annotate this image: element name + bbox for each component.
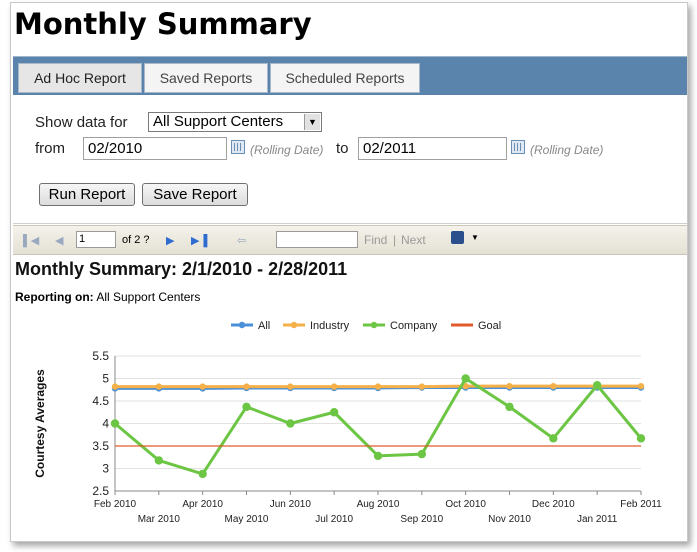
x-tick-label: Sep 2010: [400, 514, 443, 525]
chevron-down-icon[interactable]: ▼: [304, 114, 320, 130]
data-point-industry: [418, 383, 426, 390]
export-save-icon[interactable]: [451, 231, 464, 244]
data-point-industry: [506, 382, 513, 390]
x-tick-label: Nov 2010: [488, 514, 531, 525]
data-point-company: [154, 456, 164, 465]
x-tick-label: Jul 2010: [315, 514, 353, 525]
dropdown-arrow-icon[interactable]: ▼: [471, 233, 479, 242]
y-axis-label: Courtesy Averages: [33, 369, 47, 478]
legend-label: All: [258, 320, 270, 332]
calendar-icon[interactable]: [231, 140, 245, 154]
legend-marker: [238, 321, 246, 329]
find-link[interactable]: Find: [364, 233, 388, 247]
tab-scheduled-reports[interactable]: Scheduled Reports: [270, 63, 420, 93]
report-parameters: Show data for All Support Centers ▼ from…: [13, 95, 687, 224]
data-point-industry: [287, 383, 294, 390]
page-title: Monthly Summary: [14, 7, 312, 41]
x-tick-label: Feb 2011: [620, 499, 662, 510]
x-tick-label: Feb 2010: [94, 499, 137, 510]
x-tick-label: Jan 2011: [577, 514, 618, 525]
data-point-company: [198, 469, 207, 479]
data-point-industry: [637, 382, 645, 390]
data-point-company: [549, 434, 558, 443]
report-window: Monthly Summary Ad Hoc Report Saved Repo…: [10, 2, 688, 542]
data-point-company: [505, 402, 514, 412]
data-point-company: [286, 419, 295, 428]
tab-ad-hoc-report[interactable]: Ad Hoc Report: [18, 63, 142, 93]
data-point-company: [242, 402, 251, 412]
data-point-industry: [155, 383, 163, 390]
tab-saved-reports[interactable]: Saved Reports: [144, 63, 268, 93]
tab-bar: Ad Hoc Report Saved Reports Scheduled Re…: [13, 56, 687, 95]
x-tick-label: Dec 2010: [532, 499, 575, 510]
y-tick-label: 4: [102, 417, 109, 431]
support-center-select-value: All Support Centers: [153, 113, 284, 130]
data-point-industry: [199, 383, 206, 390]
data-point-company: [417, 449, 427, 459]
data-point-industry: [243, 383, 250, 390]
toolbar-separator: |: [393, 233, 397, 247]
to-date-input[interactable]: 02/2011: [358, 137, 507, 160]
from-date-input[interactable]: 02/2010: [83, 137, 227, 160]
data-point-company: [461, 374, 470, 383]
data-point-company: [636, 434, 646, 443]
back-icon[interactable]: ⇦: [237, 235, 247, 247]
next-link[interactable]: Next: [401, 233, 426, 247]
reporting-on: Reporting on: All Support Centers: [15, 290, 200, 304]
show-data-label: Show data for: [35, 114, 128, 131]
y-tick-label: 3: [102, 462, 109, 476]
save-report-button[interactable]: Save Report: [142, 183, 248, 206]
data-point-industry: [550, 382, 557, 390]
run-report-button[interactable]: Run Report: [39, 183, 135, 206]
data-point-company: [110, 419, 120, 428]
x-tick-label: Aug 2010: [357, 499, 400, 510]
from-rolling-date-label: (Rolling Date): [250, 143, 324, 157]
y-tick-label: 5: [102, 372, 109, 386]
to-rolling-date-label: (Rolling Date): [530, 143, 604, 157]
y-tick-label: 5.5: [92, 349, 109, 363]
legend-marker: [290, 321, 298, 329]
y-tick-label: 2.5: [92, 484, 109, 498]
data-point-industry: [374, 383, 382, 390]
page-number-input[interactable]: 1: [76, 231, 116, 248]
data-point-industry: [330, 383, 338, 390]
legend-label: Industry: [310, 320, 350, 332]
legend-marker: [370, 321, 378, 329]
first-page-icon[interactable]: ▌◀: [23, 235, 40, 247]
y-tick-label: 3.5: [92, 439, 109, 453]
data-point-industry: [462, 382, 469, 390]
report-title: Monthly Summary: 2/1/2010 - 2/28/2011: [15, 259, 348, 279]
report-toolbar: ▌◀ ◀ 1 of 2 ? ▶ ▶▐ ⇦ Find | Next ▼: [13, 225, 687, 255]
next-page-icon[interactable]: ▶: [166, 235, 175, 247]
x-tick-label: Apr 2010: [182, 499, 223, 510]
find-input[interactable]: [276, 231, 358, 248]
courtesy-averages-chart: 5.5 5 4.5 4 3.5 3 2.5 Courtesy Averages Feb 2010…: [33, 320, 662, 525]
data-point-company: [329, 408, 339, 417]
last-page-icon[interactable]: ▶▐: [191, 235, 208, 247]
x-tick-label: Jun 2010: [270, 499, 312, 510]
previous-page-icon[interactable]: ◀: [55, 235, 64, 247]
y-tick-label: 4.5: [92, 394, 109, 408]
reporting-on-value: All Support Centers: [96, 290, 201, 304]
data-point-company: [592, 381, 602, 390]
x-tick-label: May 2010: [225, 514, 269, 525]
x-tick-label: Oct 2010: [445, 499, 486, 510]
data-point-industry: [111, 383, 119, 390]
reporting-on-label: Reporting on:: [15, 290, 94, 304]
legend-label: Company: [390, 320, 438, 332]
page-count-text: of 2 ?: [122, 234, 150, 246]
to-label: to: [336, 140, 349, 157]
calendar-icon[interactable]: [511, 140, 525, 154]
data-point-company: [373, 451, 383, 461]
x-tick-label: Mar 2010: [138, 514, 181, 525]
legend-label: Goal: [478, 320, 501, 332]
support-center-select[interactable]: All Support Centers ▼: [148, 112, 322, 132]
from-label: from: [35, 140, 65, 157]
